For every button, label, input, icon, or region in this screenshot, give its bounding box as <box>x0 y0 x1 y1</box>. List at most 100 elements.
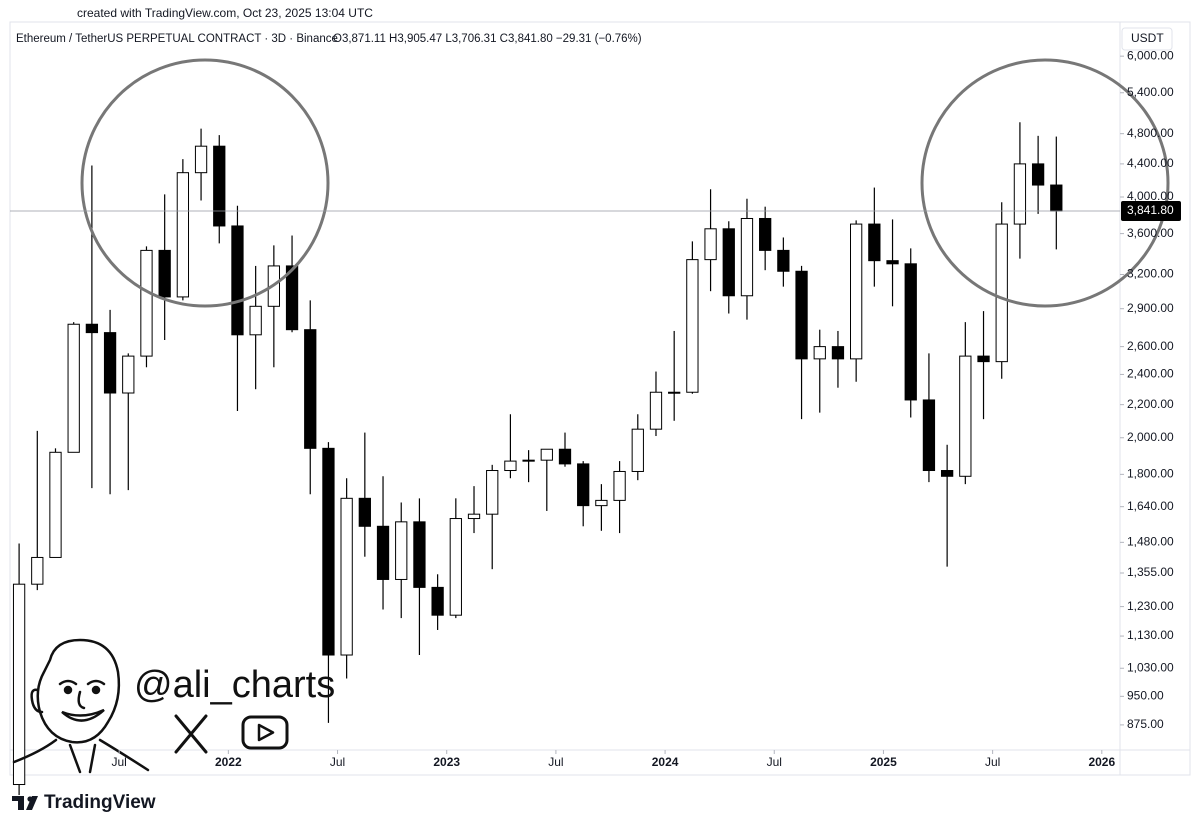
candle-body <box>558 448 572 465</box>
candle-body <box>449 518 462 616</box>
candle-body <box>777 249 790 272</box>
candle-body <box>395 521 408 580</box>
brand-name[interactable]: TradingView <box>44 792 156 813</box>
candle-body <box>322 447 335 656</box>
y-tick-label: 1,130.00 <box>1127 628 1174 642</box>
x-tick-label: Jul <box>548 755 563 769</box>
x-tick-label: 2022 <box>215 755 242 769</box>
candle-body <box>704 228 717 261</box>
y-tick-label: 2,900.00 <box>1127 301 1174 315</box>
youtube-logo[interactable] <box>241 715 289 750</box>
y-tick-label: 1,030.00 <box>1127 660 1174 674</box>
pane-border <box>9 21 1191 776</box>
candle-body <box>486 470 499 515</box>
candle-body <box>158 249 171 298</box>
candle-body <box>431 586 444 616</box>
candle-body <box>522 459 535 462</box>
brand-logo[interactable] <box>12 796 38 810</box>
last-price-badge <box>1121 201 1181 222</box>
candle-body <box>1031 163 1045 186</box>
candle-body <box>12 583 26 786</box>
candle-body <box>740 217 754 297</box>
candle-body <box>759 217 772 251</box>
candle-body <box>285 265 299 331</box>
y-tick-label: 4,400.00 <box>1127 156 1174 170</box>
candle-body <box>668 391 681 394</box>
candle-body <box>140 249 153 357</box>
y-tick-label: 2,400.00 <box>1127 367 1174 381</box>
y-tick-label: 1,800.00 <box>1127 467 1174 481</box>
candle-body <box>103 332 117 394</box>
y-tick-label: 3,600.00 <box>1127 226 1174 240</box>
candle-body <box>1013 163 1027 225</box>
x-logo[interactable] <box>174 714 208 754</box>
candle-body <box>904 263 917 401</box>
candle-body <box>686 259 699 393</box>
candle-body <box>831 346 845 360</box>
candle-body <box>995 223 1008 363</box>
candle-body <box>940 470 954 477</box>
x-tick-label: Jul <box>985 755 1000 769</box>
candle-body <box>868 223 881 262</box>
avatar <box>12 638 150 774</box>
candle-body <box>122 355 135 394</box>
y-tick-label: 1,230.00 <box>1127 599 1174 613</box>
y-tick-label: 950.00 <box>1127 689 1164 703</box>
y-tick-label: 2,200.00 <box>1127 397 1174 411</box>
candle-body <box>231 225 244 336</box>
candle-body <box>649 391 663 430</box>
y-tick-label: 6,000.00 <box>1127 48 1174 62</box>
candle-body <box>31 556 44 585</box>
y-tick-label: 4,000.00 <box>1127 189 1174 203</box>
x-tick-label: Jul <box>330 755 345 769</box>
y-tick-label: 1,480.00 <box>1127 535 1174 549</box>
y-tick-label: 2,000.00 <box>1127 430 1174 444</box>
candle-body <box>376 525 390 580</box>
candle-body <box>176 172 190 298</box>
watermark-handle: @ali_charts <box>134 664 335 706</box>
candle-body <box>595 499 608 507</box>
y-tick-label: 875.00 <box>1127 717 1164 731</box>
candle-body <box>340 497 353 656</box>
x-tick-label: Jul <box>112 755 127 769</box>
x-tick-label: Jul <box>767 755 782 769</box>
candle-body <box>959 355 972 477</box>
x-tick-label: 2023 <box>433 755 460 769</box>
candle-body <box>795 270 808 360</box>
candle-body <box>358 497 371 527</box>
candle-body <box>194 145 208 174</box>
y-tick-label: 5,400.00 <box>1127 85 1174 99</box>
candle-body <box>67 323 80 453</box>
candle-body <box>850 223 863 360</box>
candle-body <box>813 346 826 360</box>
symbol-title: Ethereum / TetherUS PERPETUAL CONTRACT ·… <box>16 33 338 45</box>
candle-body <box>49 451 62 558</box>
candle-body <box>85 323 99 334</box>
x-tick-label: 2024 <box>652 755 679 769</box>
candle-body <box>886 260 899 265</box>
y-tick-label: 1,355.00 <box>1127 565 1174 579</box>
ohlc-legend: O3,871.11 H3,905.47 L3,706.31 C3,841.80 … <box>333 33 642 45</box>
created-note: created with TradingView.com, Oct 23, 20… <box>77 6 373 20</box>
candle-body <box>467 513 481 520</box>
y-tick-label: 4,800.00 <box>1127 126 1174 140</box>
annotation-circle <box>920 58 1170 308</box>
candle-body <box>922 399 936 472</box>
y-tick-label: 2,600.00 <box>1127 339 1174 353</box>
y-tick-label: 1,640.00 <box>1127 499 1174 513</box>
candle-body <box>249 305 262 336</box>
currency-label[interactable]: USDT <box>1131 31 1164 45</box>
candle-body <box>304 329 317 449</box>
candle-body <box>504 460 517 472</box>
currency-box[interactable] <box>1121 27 1173 51</box>
candles <box>12 122 1063 796</box>
x-tick-label: 2026 <box>1088 755 1115 769</box>
y-tick-label: 3,200.00 <box>1127 267 1174 281</box>
annotation-circle <box>80 58 330 308</box>
candle-body <box>213 145 226 227</box>
candle-body <box>413 521 426 588</box>
candle-body <box>977 355 990 363</box>
candle-body <box>540 448 553 461</box>
